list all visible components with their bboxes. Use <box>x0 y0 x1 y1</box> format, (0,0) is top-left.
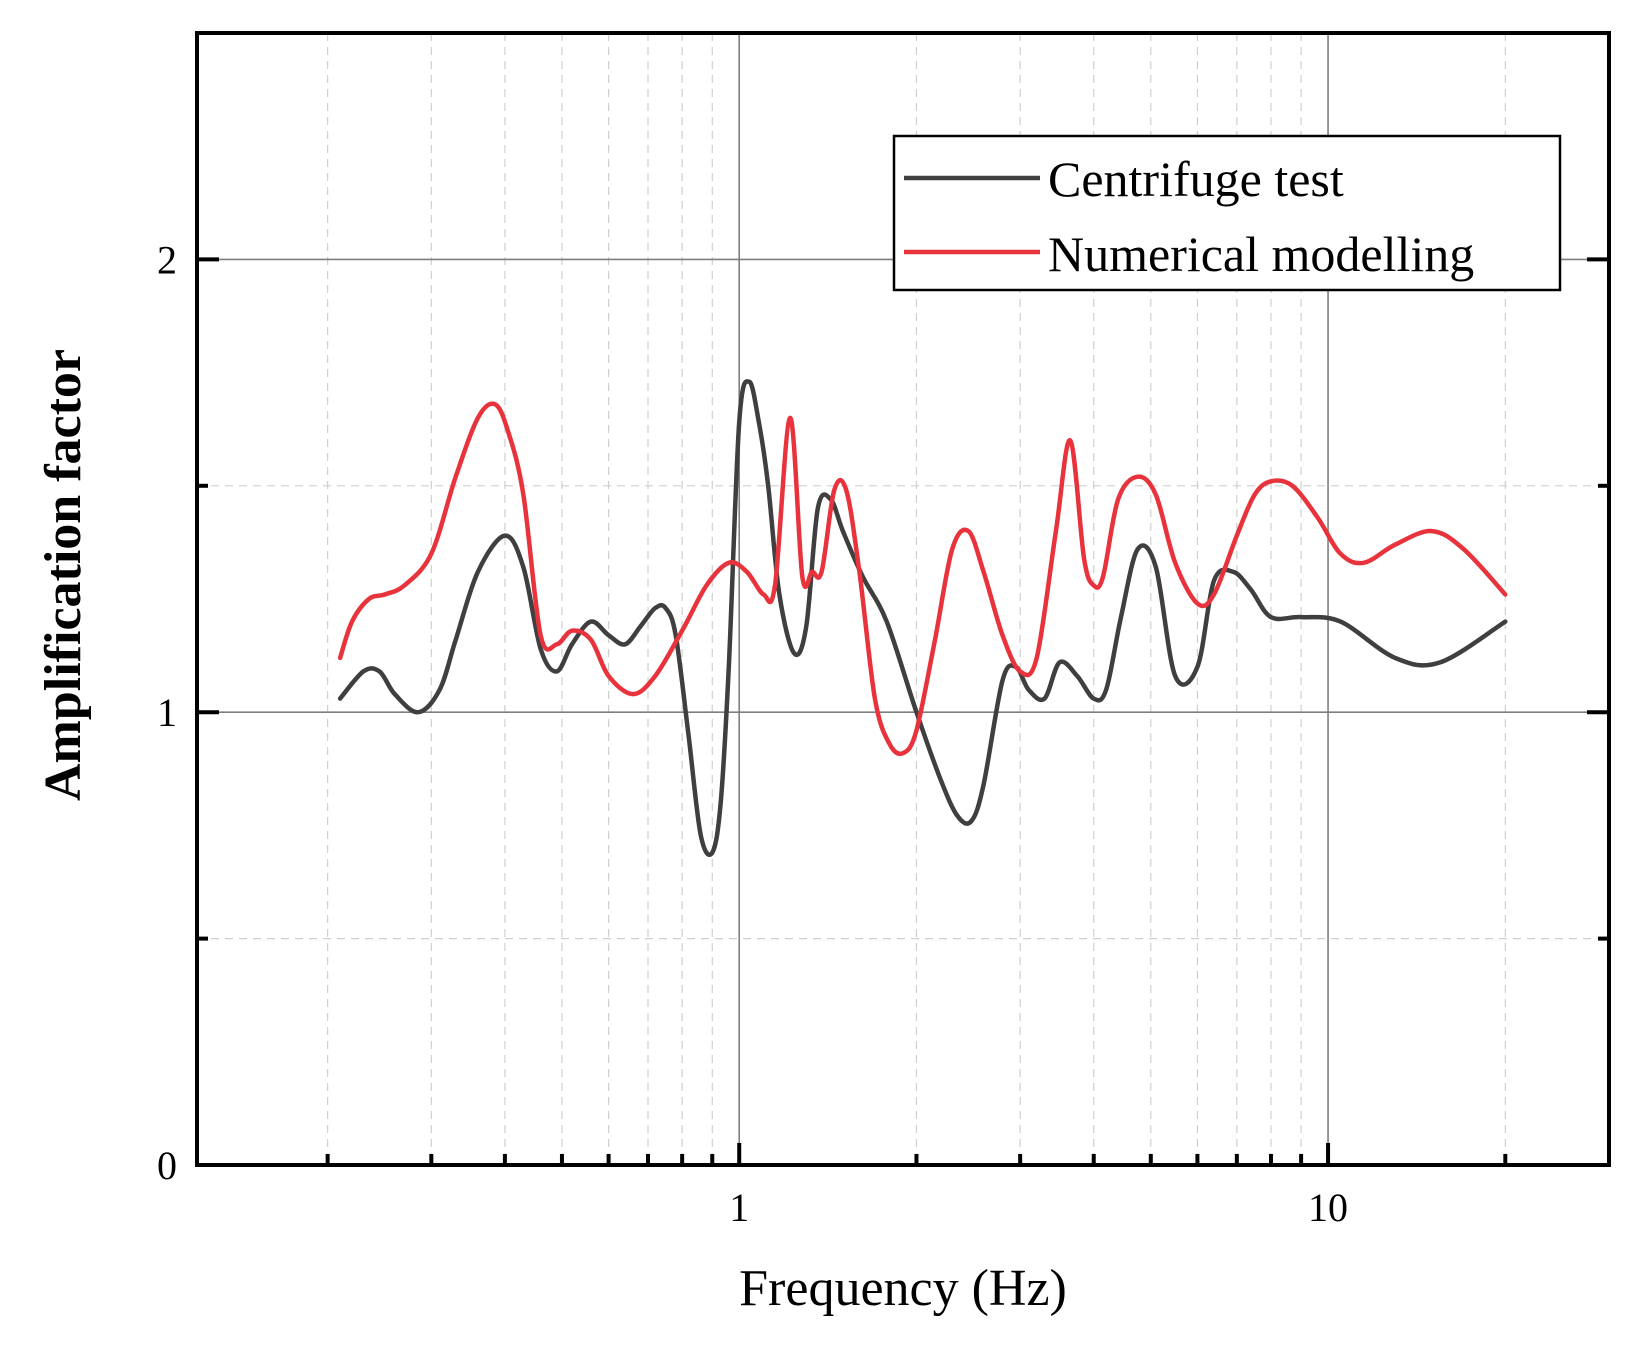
numerical-modelling-line <box>337 401 1508 757</box>
x-axis-title: Frequency (Hz) <box>739 1260 1067 1317</box>
y-tick-label: 2 <box>157 237 177 282</box>
y-tick-label: 1 <box>157 690 177 735</box>
plot-frame <box>195 31 1611 1167</box>
legend-box <box>892 134 1562 292</box>
legend: Centrifuge test Numerical modelling <box>892 134 1562 292</box>
tick-label-layer: 1 10 0 1 2 <box>157 237 1348 1230</box>
y-axis-title: Amplification factor <box>35 349 92 801</box>
legend-label-centrifuge-test: Centrifuge test <box>1048 151 1344 207</box>
y-tick-label: 0 <box>157 1143 177 1188</box>
legend-label-numerical-modelling: Numerical modelling <box>1048 226 1474 282</box>
series-layer <box>337 379 1508 858</box>
x-tick-label: 10 <box>1308 1185 1348 1230</box>
centrifuge-test-line <box>337 379 1508 858</box>
x-tick-label: 1 <box>729 1185 749 1230</box>
tick-layer <box>197 257 1609 1167</box>
